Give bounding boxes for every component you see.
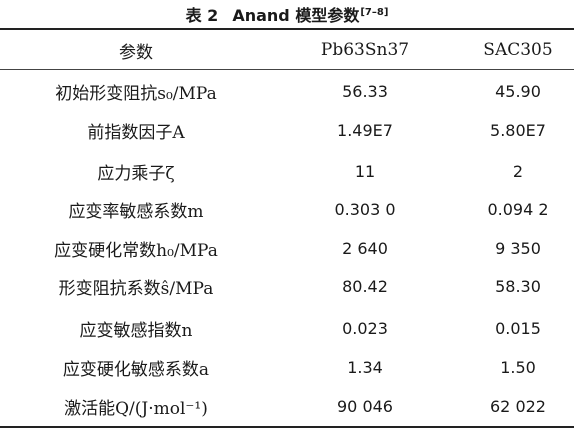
pb63sn37-value: 0.023 [342, 318, 388, 338]
header-param: 参数 [119, 42, 153, 63]
caption-label: 表 2 [185, 6, 219, 25]
param-name: 前指数因子A [87, 122, 185, 143]
pb63sn37-value: 56.33 [342, 81, 388, 101]
sac305-value: 5.80E7 [490, 120, 546, 140]
table-row: 前指数因子A 1.49E7 5.80E7 [0, 112, 574, 148]
param-name: 初始形变阻抗s₀/MPa [55, 83, 217, 104]
pb63sn37-value: 80.42 [342, 276, 388, 296]
param-name: 应力乘子ζ [97, 163, 175, 184]
sac305-value: 45.90 [495, 81, 541, 101]
table-row: 应变率敏感系数m 0.303 0 0.094 2 [0, 191, 574, 227]
sac305-value: 58.30 [495, 276, 541, 296]
pb63sn37-value: 0.303 0 [334, 199, 396, 219]
pb63sn37-value: 90 046 [337, 396, 393, 416]
param-name: 形变阻抗系数ŝ/MPa [58, 278, 214, 299]
pb63sn37-value: 11 [354, 161, 376, 181]
header-pb63sn37: Pb63Sn37 [320, 40, 410, 60]
sac305-value: 1.50 [500, 357, 536, 377]
table-header-rule [0, 69, 574, 70]
table-row: 应变硬化常数h₀/MPa 2 640 9 350 [0, 230, 574, 266]
sac305-value: 0.094 2 [487, 199, 549, 219]
pb63sn37-value: 1.49E7 [337, 120, 393, 140]
table-row: 应力乘子ζ 11 2 [0, 153, 574, 189]
param-name: 激活能Q/(J·mol⁻¹) [64, 398, 208, 419]
table-row: 应变硬化敏感系数a 1.34 1.50 [0, 349, 574, 385]
table-row: 应变敏感指数n 0.023 0.015 [0, 310, 574, 346]
param-name: 应变敏感指数n [79, 320, 193, 341]
table-bottom-rule [0, 426, 574, 428]
caption-title: Anand 模型参数 [232, 6, 360, 25]
table-row: 初始形变阻抗s₀/MPa 56.33 45.90 [0, 73, 574, 109]
table-top-rule [0, 28, 574, 30]
param-name: 应变硬化敏感系数a [62, 359, 210, 380]
pb63sn37-value: 2 640 [342, 238, 388, 258]
table-header-row: 参数 Pb63Sn37 SAC305 [0, 32, 574, 68]
pb63sn37-value: 1.34 [347, 357, 383, 377]
caption-reference: [7–8] [360, 7, 389, 18]
table-caption: 表 2 Anand 模型参数[7–8] [0, 2, 574, 27]
sac305-value: 2 [512, 161, 524, 181]
sac305-value: 0.015 [495, 318, 541, 338]
sac305-value: 62 022 [490, 396, 546, 416]
param-name: 应变硬化常数h₀/MPa [54, 240, 218, 261]
param-name: 应变率敏感系数m [68, 201, 204, 222]
header-sac305: SAC305 [483, 40, 553, 60]
table-row: 激活能Q/(J·mol⁻¹) 90 046 62 022 [0, 388, 574, 424]
sac305-value: 9 350 [495, 238, 541, 258]
table-row: 形变阻抗系数ŝ/MPa 80.42 58.30 [0, 268, 574, 304]
